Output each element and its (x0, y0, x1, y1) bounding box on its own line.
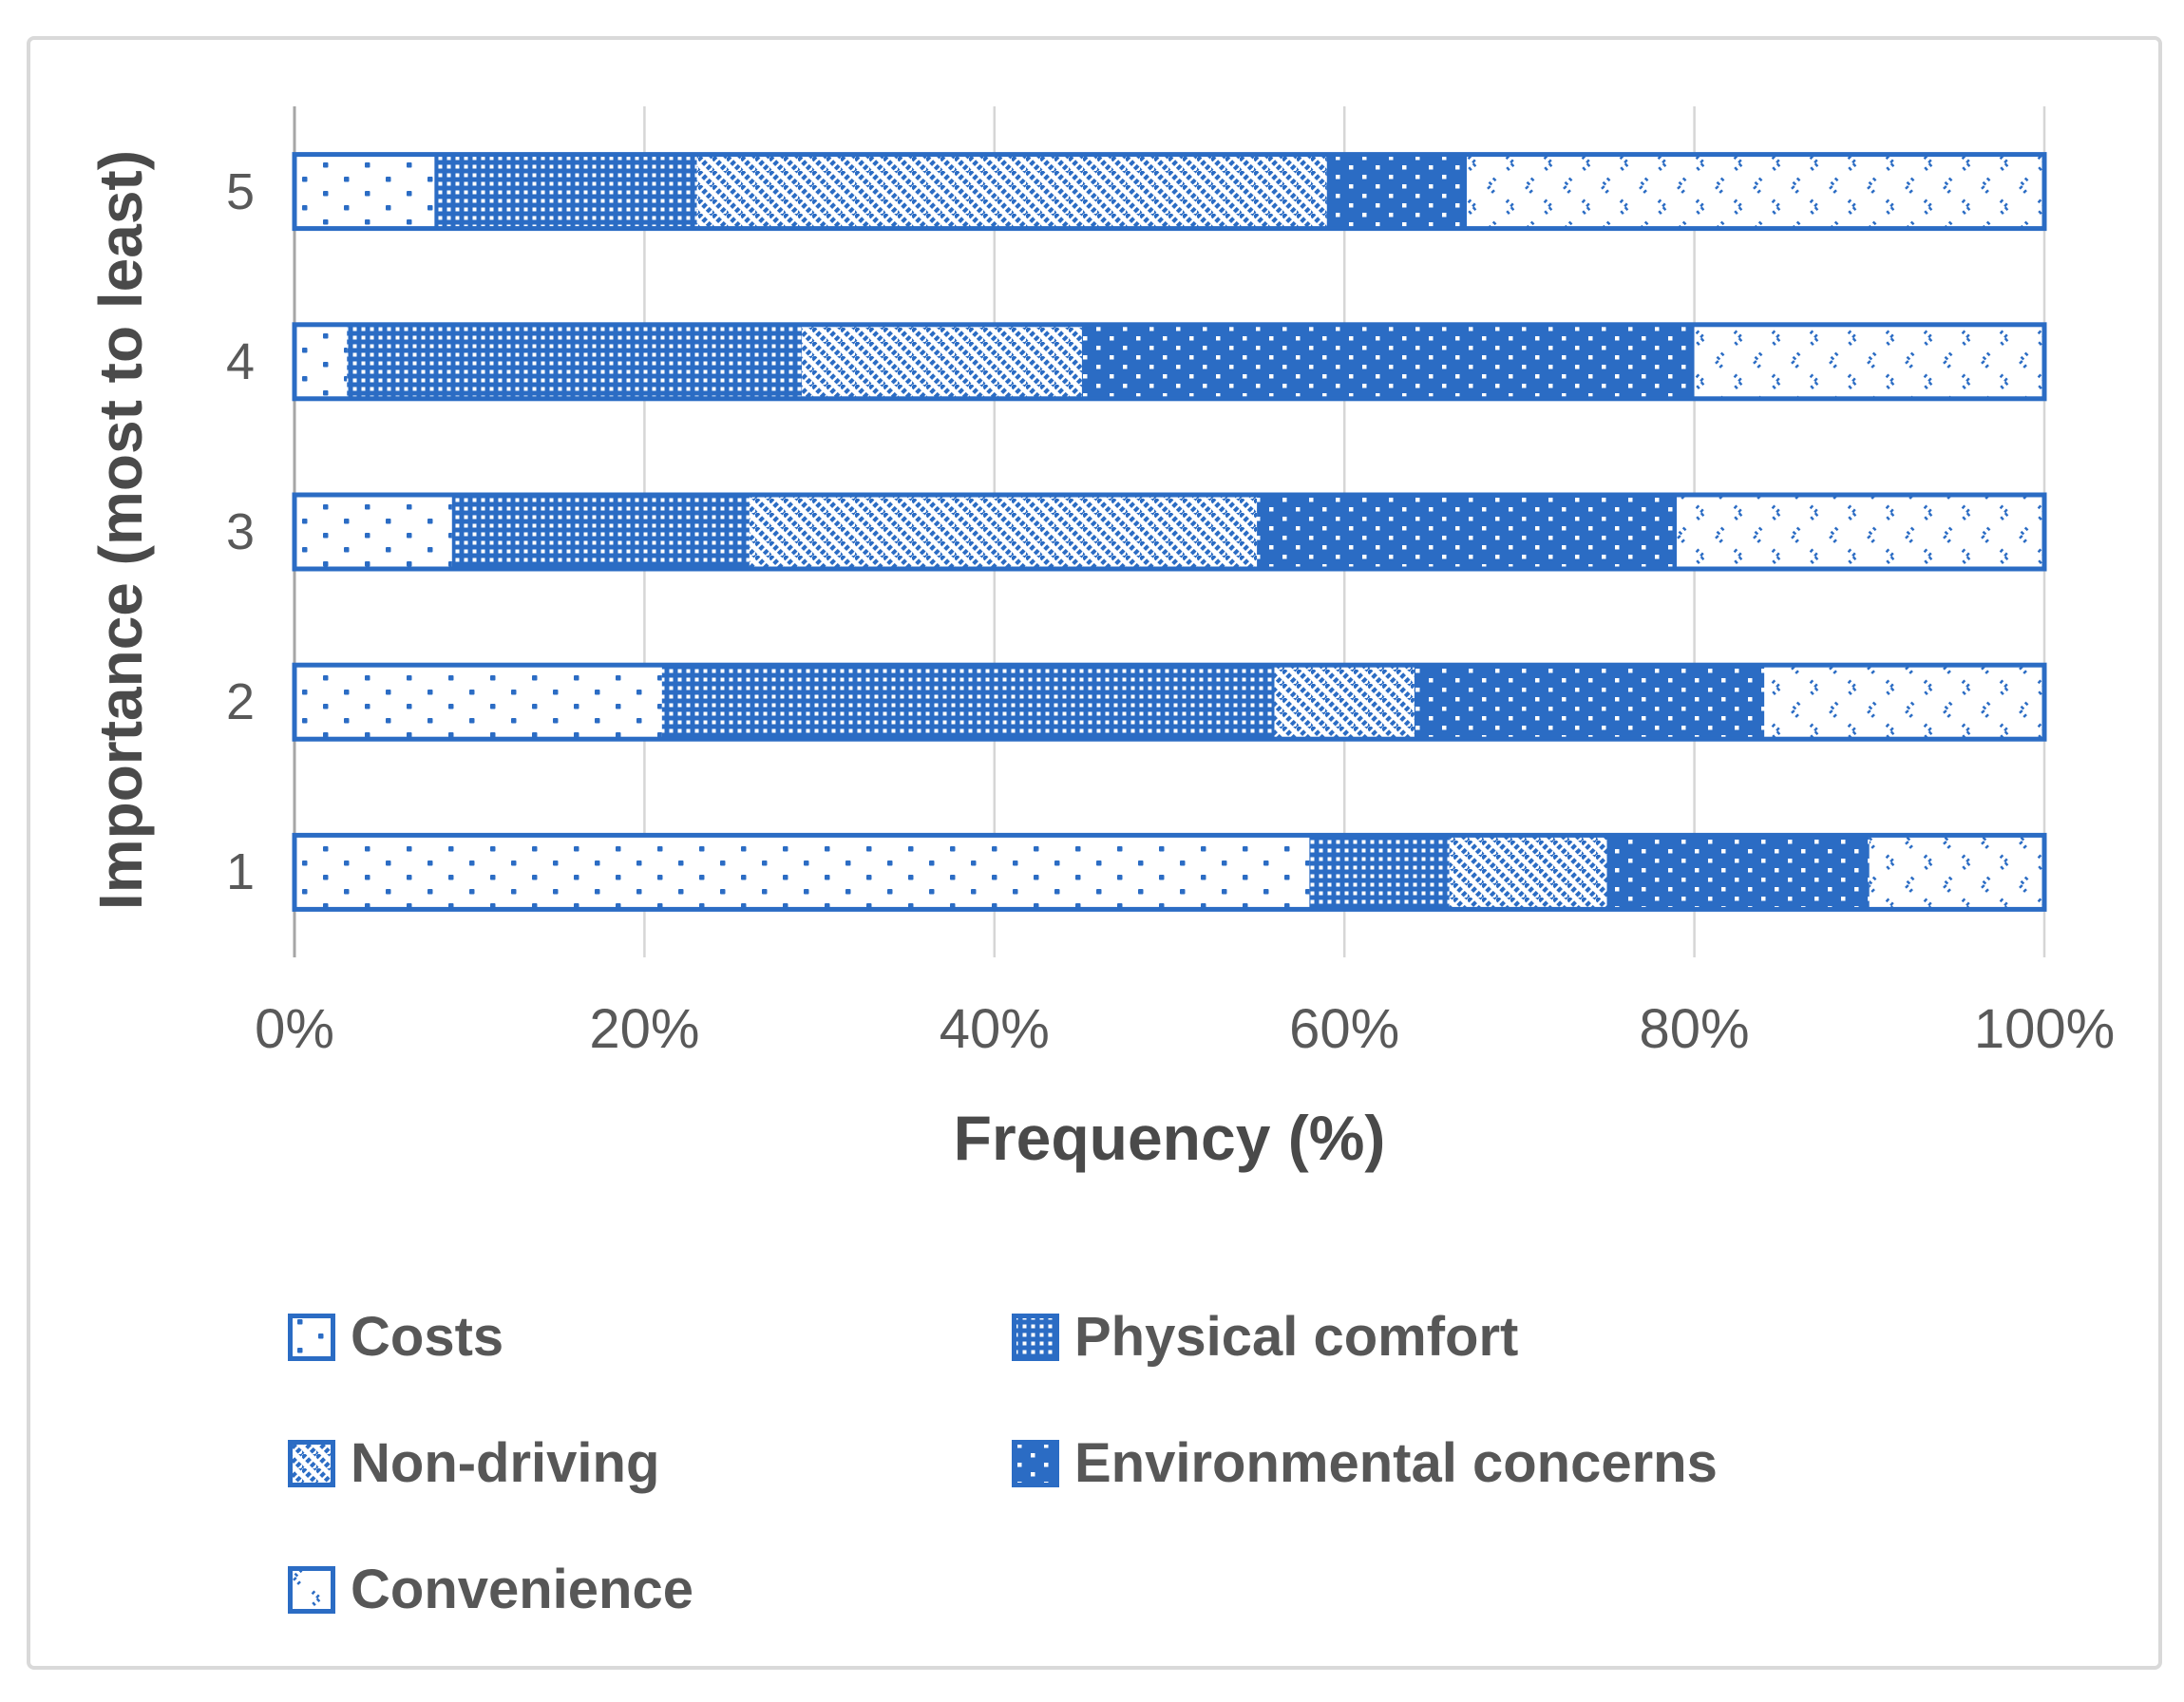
bar-segment-importance1-environmental-concerns (1606, 835, 1870, 910)
bar-segment-importance3-physical-comfort (451, 495, 750, 569)
bar-outline-importance2 (292, 662, 2047, 742)
bar-segment-importance4-non-driving (802, 324, 1082, 399)
bar-outline-importance1 (292, 832, 2047, 912)
y-tick-label-2: 2 (225, 673, 255, 731)
x-tick-label-80%: 80% (1639, 998, 1750, 1060)
legend-item-costs: Costs (288, 1305, 503, 1369)
y-tick-label-1: 1 (225, 843, 255, 901)
bar-segment-importance5-costs (294, 154, 435, 229)
x-tick-label-20%: 20% (589, 998, 700, 1060)
x-tick-label-100%: 100% (1973, 998, 2116, 1060)
legend-swatch-solid-white-dots-icon (1012, 1439, 1059, 1487)
bar-segment-importance2-costs (294, 665, 662, 740)
bar-segment-importance1-costs (294, 835, 1310, 910)
legend-label: Physical comfort (1074, 1306, 1519, 1368)
legend-item-non-driving: Non-driving (288, 1431, 659, 1495)
legend-swatch-sparse-dots-icon (288, 1313, 335, 1361)
bar-outline-importance5 (292, 152, 2047, 232)
legend-item-environmental-concerns: Environmental concerns (1012, 1431, 1718, 1495)
y-tick-label-5: 5 (225, 162, 255, 220)
bar-segment-importance2-environmental-concerns (1414, 665, 1765, 740)
x-tick-label-0%: 0% (255, 998, 334, 1060)
legend-label: Convenience (351, 1559, 693, 1620)
bar-segment-importance4-physical-comfort (347, 324, 803, 399)
bar-segment-importance4-environmental-concerns (1081, 324, 1695, 399)
bar-outline-importance3 (292, 492, 2047, 572)
bar-segment-importance3-costs (294, 495, 452, 569)
bar-segment-importance1-non-driving (1449, 835, 1607, 910)
legend-swatch-mesh-icon (1012, 1313, 1059, 1361)
y-tick-label-3: 3 (225, 503, 255, 560)
bar-segment-importance3-non-driving (749, 495, 1258, 569)
bars (292, 152, 2047, 912)
y-axis-title: Importance (most to least) (86, 149, 155, 911)
legend-label: Environmental concerns (1074, 1432, 1718, 1494)
legend-swatch-confetti-chevrons-icon (288, 1565, 335, 1614)
bar-segment-importance5-physical-comfort (434, 154, 697, 229)
bar-segment-importance3-environmental-concerns (1257, 495, 1678, 569)
bar-segment-importance5-non-driving (696, 154, 1327, 229)
legend-label: Costs (351, 1306, 504, 1368)
x-tick-label-60%: 60% (1289, 998, 1400, 1060)
x-tick-label-40%: 40% (939, 998, 1050, 1060)
bar-segment-importance2-physical-comfort (661, 665, 1275, 740)
x-axis-title: Frequency (%) (953, 1103, 1386, 1173)
bar-segment-importance5-environmental-concerns (1326, 154, 1468, 229)
legend-label: Non-driving (351, 1432, 660, 1494)
bar-segment-importance4-costs (294, 324, 348, 399)
bar-outline-importance4 (292, 322, 2047, 402)
bar-segment-importance1-physical-comfort (1309, 835, 1450, 910)
bar-segment-importance2-convenience (1764, 665, 2044, 740)
bar-segment-importance5-convenience (1467, 154, 2044, 229)
y-tick-label-4: 4 (225, 332, 255, 390)
legend-item-convenience: Convenience (288, 1558, 693, 1621)
bar-segment-importance2-non-driving (1274, 665, 1415, 740)
bar-segment-importance4-convenience (1694, 324, 2044, 399)
legend-swatch-diagonal-stripes-icon (288, 1439, 335, 1487)
bar-segment-importance3-convenience (1677, 495, 2044, 569)
legend-item-physical-comfort: Physical comfort (1012, 1305, 1518, 1369)
bar-segment-importance1-convenience (1869, 835, 2044, 910)
